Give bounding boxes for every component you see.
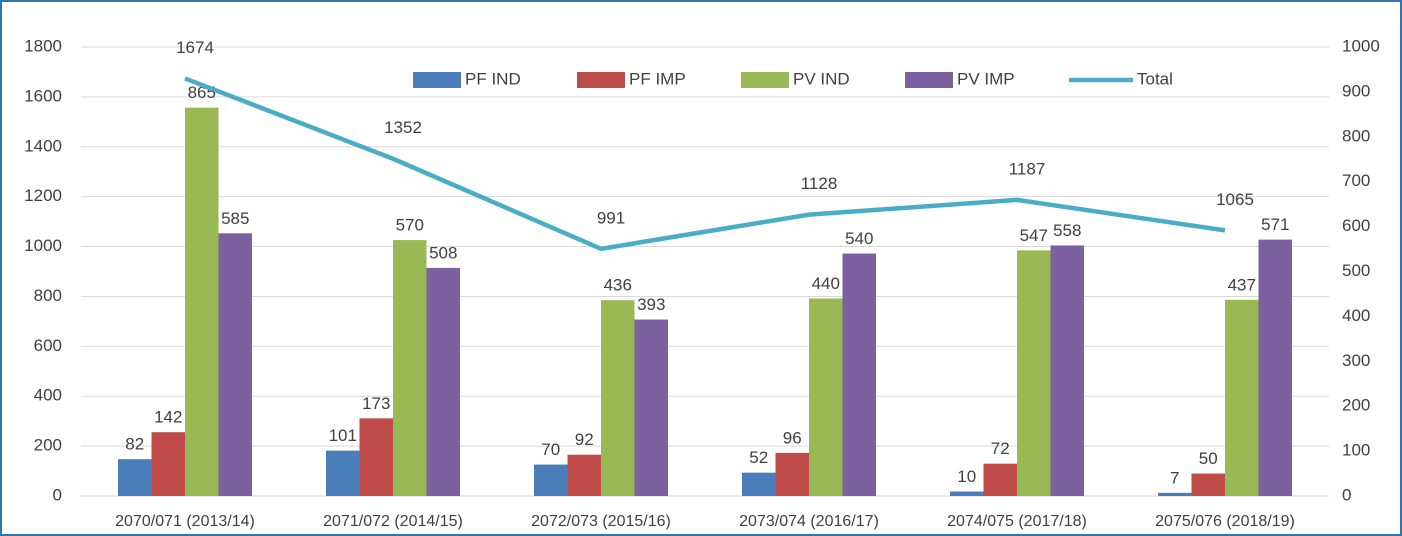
data-label: 508 <box>429 243 457 262</box>
data-label: 96 <box>783 428 802 447</box>
line-label: 1352 <box>384 118 422 137</box>
legend-marker <box>413 72 461 88</box>
y-tick-label: 400 <box>34 386 62 405</box>
bar <box>1225 299 1259 496</box>
bar <box>426 267 460 496</box>
bar <box>218 233 252 496</box>
y2-tick-label: 100 <box>1342 441 1370 460</box>
data-label: 585 <box>221 209 249 228</box>
y2-tick-label: 400 <box>1342 306 1370 325</box>
y-tick-label: 1600 <box>24 86 62 105</box>
data-label: 101 <box>329 426 357 445</box>
data-label: 52 <box>749 448 768 467</box>
bar <box>775 452 809 496</box>
x-tick-label: 2071/072 (2014/15) <box>323 513 463 530</box>
bar <box>634 319 668 496</box>
data-label: 7 <box>1170 468 1179 487</box>
data-label: 540 <box>845 229 873 248</box>
bar <box>118 459 152 496</box>
y2-tick-label: 0 <box>1342 485 1351 504</box>
line-label: 1065 <box>1216 190 1254 209</box>
y2-tick-label: 300 <box>1342 351 1370 370</box>
line-label: 1187 <box>1009 159 1046 178</box>
x-tick-label: 2075/076 (2018/19) <box>1155 513 1295 530</box>
bar <box>1158 492 1192 496</box>
data-label: 10 <box>957 467 976 486</box>
data-label: 393 <box>637 295 665 314</box>
line <box>184 76 1226 252</box>
data-label: 173 <box>362 394 390 413</box>
y-tick-label: 1400 <box>24 136 62 155</box>
data-label: 547 <box>1020 226 1048 245</box>
data-label: 82 <box>125 435 144 454</box>
legend-marker <box>577 72 625 88</box>
data-label: 436 <box>604 276 632 295</box>
x-tick-label: 2073/074 (2016/17) <box>739 513 879 530</box>
data-label: 72 <box>991 439 1010 458</box>
line-label: 1128 <box>801 174 838 193</box>
y-tick-label: 1800 <box>24 36 62 55</box>
bar <box>359 418 393 496</box>
data-label: 92 <box>575 430 594 449</box>
y-tick-label: 600 <box>34 336 62 355</box>
legend-label: Total <box>1137 69 1173 88</box>
bar <box>567 454 601 496</box>
y2-tick-label: 500 <box>1342 261 1370 280</box>
line-label: 1674 <box>176 38 214 57</box>
y2-tick-label: 600 <box>1342 216 1370 235</box>
y-tick-label: 1200 <box>24 186 62 205</box>
data-label: 570 <box>396 216 424 235</box>
bar <box>1017 250 1051 496</box>
data-label: 70 <box>541 440 560 459</box>
bar <box>983 463 1017 496</box>
data-label: 558 <box>1053 221 1081 240</box>
legend-label: PV IMP <box>957 69 1015 88</box>
line-label: 991 <box>597 208 625 227</box>
bar <box>601 300 635 496</box>
bar <box>842 253 876 496</box>
legend-label: PF IND <box>465 69 521 88</box>
y-tick-label: 0 <box>53 485 62 504</box>
bar <box>393 240 427 496</box>
x-tick-label: 2072/073 (2015/16) <box>531 513 671 530</box>
bar <box>950 491 984 496</box>
y2-tick-label: 900 <box>1342 81 1370 100</box>
y2-tick-label: 800 <box>1342 126 1370 145</box>
y-tick-label: 1000 <box>24 236 62 255</box>
bar <box>326 450 360 496</box>
y2-tick-label: 1000 <box>1342 36 1380 55</box>
bar <box>185 107 219 497</box>
data-label: 142 <box>154 408 182 427</box>
legend-label: PV IND <box>793 69 850 88</box>
bar <box>809 298 843 496</box>
x-tick-label: 2070/071 (2013/14) <box>115 513 255 530</box>
x-tick-label: 2074/075 (2017/18) <box>947 513 1087 530</box>
bar <box>534 464 568 496</box>
bar <box>1050 245 1084 496</box>
bar <box>742 472 776 496</box>
data-label: 50 <box>1199 449 1218 468</box>
data-label: 437 <box>1228 275 1256 294</box>
bar <box>1191 473 1225 496</box>
bar <box>1258 239 1292 496</box>
data-label: 571 <box>1261 215 1289 234</box>
legend-marker <box>741 72 789 88</box>
y-tick-label: 200 <box>34 436 62 455</box>
y2-tick-label: 700 <box>1342 171 1370 190</box>
data-label: 440 <box>812 274 840 293</box>
legend-marker <box>905 72 953 88</box>
legend-label: PF IMP <box>629 69 686 88</box>
y-tick-label: 800 <box>34 286 62 305</box>
bar <box>151 432 185 496</box>
y2-tick-label: 200 <box>1342 396 1370 415</box>
